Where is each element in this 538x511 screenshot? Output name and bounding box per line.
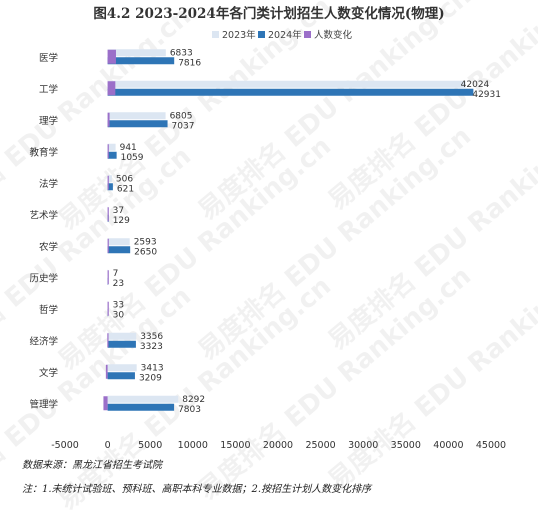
category-label: 理学 — [39, 115, 58, 127]
bar-change — [105, 364, 108, 379]
category-label: 法学 — [39, 178, 58, 190]
x-tick-label: 40000 — [433, 440, 463, 451]
data-label-2024: 7037 — [172, 121, 195, 131]
bar-change — [107, 207, 109, 222]
bar-2024 — [107, 246, 131, 254]
bar-2023 — [107, 175, 112, 183]
data-label-2023: 6805 — [170, 111, 193, 121]
category-label: 工学 — [39, 83, 58, 95]
data-label-2023: 3356 — [140, 332, 163, 342]
bar-2023 — [107, 112, 166, 120]
x-tick-label: -5000 — [51, 440, 79, 451]
bar-2024 — [107, 151, 117, 159]
data-label-2024: 7803 — [178, 405, 201, 415]
data-label-2023: 506 — [116, 174, 133, 184]
legend-label: 2024年 — [268, 29, 302, 41]
source-note: 数据来源：黑龙江省招生考试院 — [22, 460, 162, 471]
data-label-2023: 941 — [120, 143, 137, 153]
bar-change — [107, 238, 109, 253]
category-label: 文学 — [39, 367, 58, 379]
legend-swatch — [304, 31, 311, 38]
bar-2024 — [107, 372, 135, 380]
bar-2024 — [107, 88, 474, 96]
data-label-2024: 129 — [113, 216, 130, 226]
chart-title: 图4.2 2023-2024年各门类计划招生人数变化情况(物理) — [93, 5, 444, 22]
data-label-2024: 621 — [117, 184, 134, 194]
data-label-2023: 7 — [113, 269, 119, 279]
data-label-2024: 2650 — [134, 247, 157, 257]
data-label-2024: 3323 — [140, 342, 163, 352]
data-label-2024: 30 — [113, 310, 125, 320]
data-label-2024: 1059 — [121, 153, 144, 163]
bar-change — [107, 49, 116, 64]
bar-change — [107, 144, 109, 159]
category-label: 医学 — [39, 52, 58, 64]
x-tick-label: 5000 — [138, 440, 162, 451]
bar-2024 — [107, 183, 113, 191]
data-label-2023: 33 — [113, 300, 124, 310]
data-label-2024: 23 — [113, 279, 124, 289]
x-tick-label: 30000 — [348, 440, 378, 451]
bar-2024 — [107, 340, 136, 348]
x-tick-label: 10000 — [178, 440, 208, 451]
bar-change — [107, 81, 116, 96]
data-label-2024: 42931 — [472, 90, 501, 100]
category-label: 教育学 — [29, 146, 58, 158]
bar-change — [107, 333, 109, 348]
bar-2023 — [107, 332, 137, 340]
data-label-2023: 42024 — [461, 80, 490, 90]
bars — [103, 49, 474, 411]
watermark-text: 易度排名 EDU Ranking.cn — [52, 130, 337, 376]
legend: 2023年 2024年 人数变化 — [212, 29, 353, 41]
data-label-2023: 8292 — [182, 395, 205, 405]
bar-change — [107, 270, 109, 285]
bar-2023 — [107, 143, 116, 151]
category-label: 历史学 — [29, 272, 58, 284]
category-label: 艺术学 — [29, 209, 58, 221]
legend-label: 人数变化 — [314, 29, 353, 41]
remark-note: 注：1.未统计试验班、预科班、高职本科专业数据；2.按招生计划人数变化排序 — [22, 484, 372, 495]
bar-2023 — [107, 238, 130, 246]
bar-change — [107, 175, 109, 190]
legend-swatch — [258, 31, 265, 38]
data-label-2024: 3209 — [139, 373, 162, 383]
x-tick-label: 15000 — [220, 440, 250, 451]
x-tick-label: 45000 — [476, 440, 506, 451]
data-label-2023: 37 — [113, 206, 124, 216]
bar-change — [107, 301, 109, 316]
bar-change — [107, 112, 110, 127]
bar-change — [103, 396, 108, 411]
bar-2023 — [107, 49, 166, 57]
x-tick-label: 25000 — [305, 440, 335, 451]
bar-2024 — [107, 57, 175, 65]
bar-2023 — [107, 80, 466, 88]
category-label: 管理学 — [29, 398, 58, 410]
x-tick-label: 20000 — [263, 440, 293, 451]
category-label: 农学 — [39, 241, 58, 253]
bar-2024 — [107, 403, 175, 411]
data-label-2023: 6833 — [170, 48, 193, 58]
legend-label: 2023年 — [222, 29, 256, 41]
x-tick-label: 35000 — [391, 440, 421, 451]
bar-2024 — [107, 120, 168, 128]
bar-2023 — [107, 395, 179, 403]
bar-2023 — [107, 364, 137, 372]
data-label-2023: 3413 — [141, 363, 164, 373]
data-label-2024: 7816 — [178, 58, 201, 68]
data-label-2023: 2593 — [134, 237, 157, 247]
x-tick-label: 0 — [105, 440, 111, 451]
x-axis-ticks: -5000 0 5000 10000 15000 20000 25000 30000 35000… — [51, 440, 506, 451]
watermark-text: 易度排名 EDU Ranking.cn — [52, 270, 337, 511]
legend-swatch — [212, 31, 219, 38]
category-label: 哲学 — [39, 304, 58, 316]
category-label: 经济学 — [29, 335, 58, 347]
